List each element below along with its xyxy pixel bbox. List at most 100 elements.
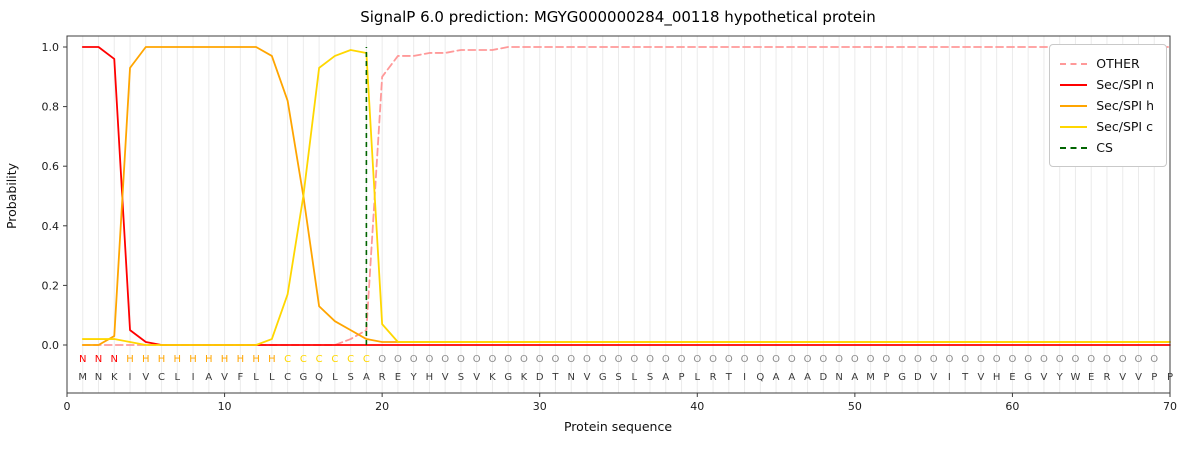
- region-letter: O: [804, 354, 812, 365]
- region-letter: O: [662, 354, 670, 365]
- sequence-letter: V: [930, 372, 937, 383]
- region-letter: H: [174, 354, 182, 365]
- sequence-letter: N: [835, 372, 842, 383]
- sequence-letter: P: [679, 372, 685, 383]
- region-letter: O: [851, 354, 859, 365]
- y-tick-label: 1.0: [42, 41, 60, 54]
- sequence-letter: T: [961, 372, 969, 383]
- region-letter: O: [410, 354, 418, 365]
- sequence-letter: A: [363, 372, 370, 383]
- region-letter: O: [914, 354, 922, 365]
- region-letter: N: [95, 354, 102, 365]
- sequence-letter: I: [948, 372, 951, 383]
- sequence-letter: Y: [410, 372, 418, 383]
- region-letter: O: [583, 354, 591, 365]
- region-letter: O: [756, 354, 764, 365]
- legend-item-sec-spi-h: Sec/SPI h: [1060, 95, 1154, 116]
- x-axis-label: Protein sequence: [564, 419, 672, 434]
- region-letter: O: [819, 354, 827, 365]
- sequence-letter: W: [1071, 372, 1081, 383]
- sequence-letter: L: [253, 372, 259, 383]
- region-letter: O: [457, 354, 465, 365]
- sequence-letter: S: [347, 372, 353, 383]
- gridlines: [82, 36, 1171, 393]
- region-letter: O: [473, 354, 481, 365]
- sequence-letter: A: [205, 372, 212, 383]
- sequence-letter: V: [142, 372, 149, 383]
- region-letter: O: [788, 354, 796, 365]
- x-tick-label: 20: [375, 400, 389, 413]
- sequence-letter: A: [773, 372, 780, 383]
- sequence-letter: V: [1041, 372, 1048, 383]
- sequence-letter: V: [977, 372, 984, 383]
- region-letter: O: [646, 354, 654, 365]
- region-letter: O: [394, 354, 402, 365]
- sequence-letter: L: [269, 372, 275, 383]
- sequence-letter: D: [914, 372, 922, 383]
- sequence-letter: L: [332, 372, 338, 383]
- y-tick-label: 0.6: [42, 160, 60, 173]
- sequence-letter: E: [1088, 372, 1094, 383]
- legend-label-sec-spi-n: Sec/SPI n: [1096, 77, 1154, 92]
- sequence-letter: P: [1167, 372, 1173, 383]
- region-letter: O: [977, 354, 985, 365]
- legend-label-sec-spi-h: Sec/SPI h: [1096, 98, 1154, 113]
- legend-line-cs: [1060, 146, 1088, 149]
- sequence-letter: R: [1103, 372, 1110, 383]
- region-letter: C: [300, 354, 307, 365]
- legend-item-sec-spi-c: Sec/SPI c: [1060, 116, 1154, 137]
- sequence-letter: K: [489, 372, 496, 383]
- region-letter: H: [268, 354, 276, 365]
- region-letter: C: [284, 354, 291, 365]
- region-letter: O: [1119, 354, 1127, 365]
- region-letter: H: [237, 354, 245, 365]
- x-tick-label: 30: [533, 400, 547, 413]
- region-letter: H: [205, 354, 213, 365]
- region-letter: O: [882, 354, 890, 365]
- sequence-letter: G: [1024, 372, 1032, 383]
- sequence-letter: S: [647, 372, 653, 383]
- legend-item-other: OTHER: [1060, 53, 1154, 74]
- sequence-letter: R: [379, 372, 386, 383]
- sequence-letter: V: [584, 372, 591, 383]
- sequence-letter: K: [111, 372, 118, 383]
- region-letter: O: [930, 354, 938, 365]
- sequence-letter: Q: [315, 372, 323, 383]
- sequence-letter: V: [473, 372, 480, 383]
- region-letter: O: [898, 354, 906, 365]
- region-letter: O: [1024, 354, 1032, 365]
- sequence-letter: V: [221, 372, 228, 383]
- sequence-letter: E: [1009, 372, 1015, 383]
- region-letter: O: [1135, 354, 1143, 365]
- sequence-letter: E: [395, 372, 401, 383]
- sequence-letter: Q: [756, 372, 764, 383]
- sequence-letter: L: [175, 372, 181, 383]
- x-tick-label: 10: [218, 400, 232, 413]
- sequence-letter: V: [442, 372, 449, 383]
- region-letter: C: [347, 354, 354, 365]
- sequence-letter: A: [788, 372, 795, 383]
- sequence-letter: V: [1135, 372, 1142, 383]
- sequence-letter: D: [536, 372, 544, 383]
- region-letter: O: [504, 354, 512, 365]
- legend-line-sec-spi-h: [1060, 104, 1088, 107]
- sequence-letter: L: [694, 372, 700, 383]
- sequence-letter: G: [299, 372, 307, 383]
- sequence-letter: I: [129, 372, 132, 383]
- region-letter: O: [835, 354, 843, 365]
- region-letter: O: [1056, 354, 1064, 365]
- region-letter: O: [1040, 354, 1048, 365]
- y-axis-label: Probability: [4, 162, 19, 229]
- x-tick-label: 70: [1163, 400, 1177, 413]
- sequence-letter: A: [662, 372, 669, 383]
- x-tick-label: 0: [64, 400, 71, 413]
- legend: OTHER Sec/SPI n Sec/SPI h Sec/SPI c CS: [1049, 44, 1167, 167]
- sequence-letter: P: [1151, 372, 1157, 383]
- sequence-letter: R: [710, 372, 717, 383]
- sequence-letter: V: [1119, 372, 1126, 383]
- region-letter: O: [741, 354, 749, 365]
- sequence-letter: A: [804, 372, 811, 383]
- y-tick-label: 0.2: [42, 279, 60, 292]
- region-letter: O: [1072, 354, 1080, 365]
